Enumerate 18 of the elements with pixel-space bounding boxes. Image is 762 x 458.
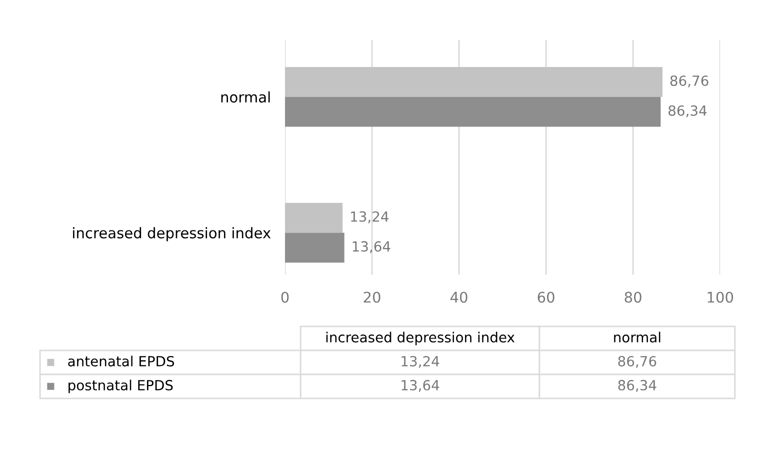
category-label: normal [614, 332, 660, 342]
x-tick-label: 80 [624, 292, 642, 303]
x-tick-label: 0 [281, 292, 289, 303]
legend-label: antenatal EPDS [68, 356, 174, 366]
x-tick-label: 60 [538, 292, 554, 303]
data-label: 86,34 [668, 105, 707, 118]
x-tick-label: 100 [708, 292, 734, 303]
data-label: 13,64 [352, 241, 390, 254]
x-tick-label: 20 [364, 292, 380, 303]
x-tick-label: 40 [450, 292, 468, 303]
text: 86,76 [618, 356, 656, 368]
text: 13,64 [402, 380, 440, 392]
data-label: 86,76 [670, 75, 708, 88]
text: 86,34 [618, 380, 656, 392]
data-label: 13,24 [351, 211, 389, 224]
category-label: increased depression index [326, 332, 515, 346]
legend-label: postnatal EPDS [68, 380, 173, 394]
text: 13,24 [402, 356, 440, 368]
